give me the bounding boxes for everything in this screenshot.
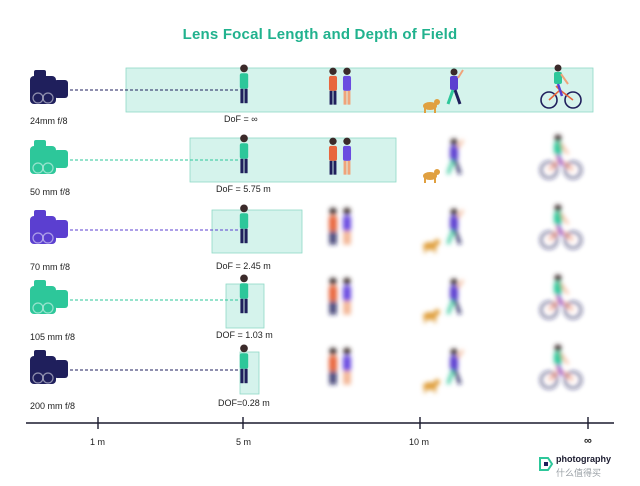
cyclist-figure-2 [540,134,582,179]
walker-figure-3 [446,208,464,245]
row-3 [30,204,582,254]
couple-figure-2 [328,137,352,175]
row-4 [30,274,582,329]
lens-label-5: 200 mm f/8 [30,401,76,411]
row-1 [30,64,594,113]
cyclist-figure-4 [540,274,582,319]
axis-tick-label-infinity: ∞ [584,435,592,447]
walker-figure-5 [446,348,464,385]
dog-figure-1 [423,99,440,113]
distance-axis [26,417,614,429]
camera-icon-2 [30,140,68,174]
couple-figure-4 [328,277,352,315]
dof-label-3: DoF = 2.45 m [216,261,271,271]
couple-figure-1 [328,67,352,105]
dof-band-2 [189,137,397,183]
woman-figure [342,347,352,385]
lens-label-4: 105 mm f/8 [30,332,76,342]
logo-mark-icon [539,457,554,471]
row-2 [30,134,582,183]
cyclist-figure-5 [540,344,582,389]
woman-figure [342,137,352,175]
lens-label-2: 50 mm f/8 [30,187,71,197]
diagram-title: Lens Focal Length and Depth of Field [182,26,458,43]
dof-label-5: DOF=0.28 m [218,398,270,408]
camera-icon-4 [30,280,68,314]
subject-figure-1 [239,64,249,104]
lens-label-3: 70 mm f/8 [30,262,71,272]
dog-figure-3 [423,239,440,253]
subject-figure-3 [239,204,249,244]
woman-figure [342,67,352,105]
man-figure [328,277,338,315]
dof-label-1: DoF = ∞ [224,114,258,124]
axis-tick-label-5m: 5 m [236,437,252,447]
dof-band-3 [211,209,303,254]
axis-tick-label-10m: 10 m [409,437,430,447]
dog-figure-2 [423,169,440,183]
logo-watermark: 什么值得买 [556,468,602,478]
dog-figure-5 [423,379,440,393]
dog-figure-4 [423,309,440,323]
photography-logo: photography 什么值得买 [538,452,638,482]
lens-label-1: 24mm f/8 [30,116,68,126]
couple-figure-5 [328,347,352,385]
cyclist-figure-3 [540,204,582,249]
man-figure [328,347,338,385]
dof-label-4: DOF = 1.03 m [216,330,273,340]
logo-text: photography [556,454,611,464]
camera-icon-3 [30,210,68,244]
subject-figure-4 [239,274,249,314]
couple-figure-3 [328,207,352,245]
row-5 [30,344,582,395]
walker-figure-1 [446,68,464,105]
camera-icon-1 [30,70,68,104]
dof-band-1 [125,67,594,113]
woman-figure [342,277,352,315]
woman-figure [342,207,352,245]
walker-figure-4 [446,278,464,315]
man-figure [328,67,338,105]
subject-figure-5 [239,344,249,384]
subject-figure-2 [239,134,249,174]
man-figure [328,207,338,245]
camera-icon-5 [30,350,68,384]
man-figure [328,137,338,175]
cyclist-figure-1 [540,64,582,109]
walker-figure-2 [446,138,464,175]
axis-tick-label-1m: 1 m [90,437,106,447]
dof-label-2: DoF = 5.75 m [216,184,271,194]
